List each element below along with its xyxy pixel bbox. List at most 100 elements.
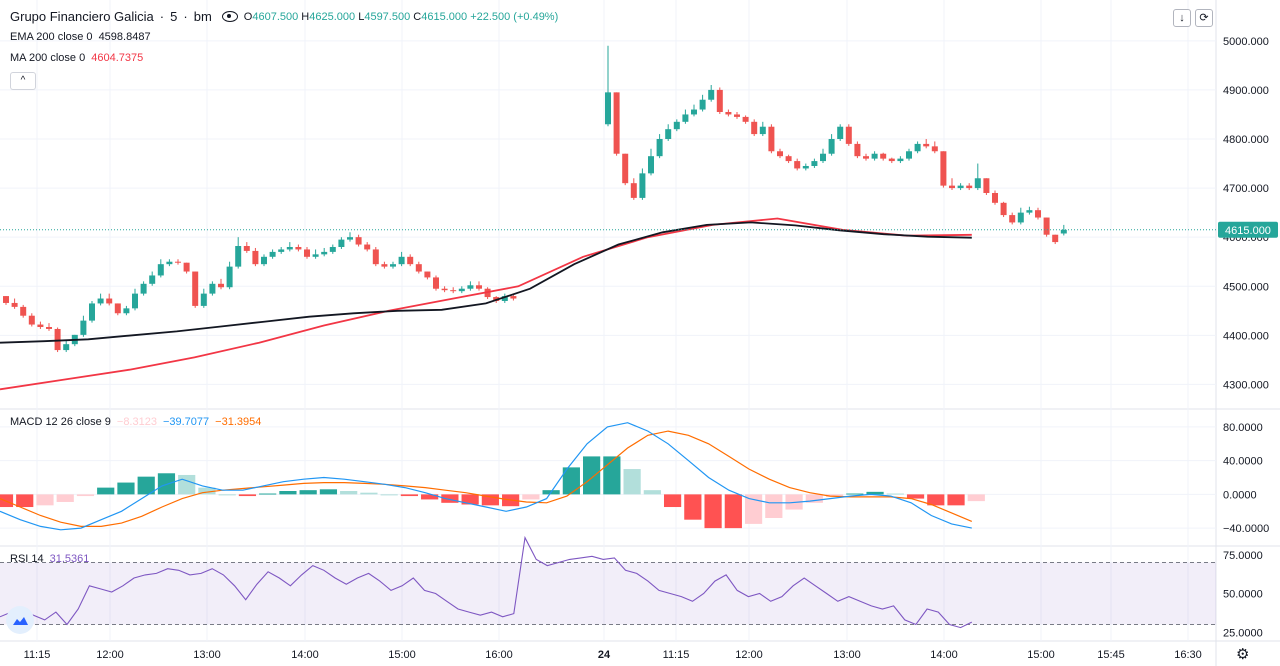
macd-tick-label: −40.0000 <box>1223 523 1269 535</box>
macd-histogram-bar <box>441 494 459 503</box>
macd-pane[interactable] <box>0 422 985 531</box>
close-value: 4615.000 <box>421 10 468 23</box>
rsi-legend[interactable]: RSI 14 31.5361 <box>10 553 89 565</box>
candle-body <box>1043 217 1050 235</box>
candle <box>398 251 405 267</box>
macd-histogram-bar <box>623 469 641 495</box>
candle <box>304 246 310 259</box>
macd-tick-label: 0.0000 <box>1223 489 1257 501</box>
symbol-legend[interactable]: Grupo Financiero Galicia · 5 · bm O4607.… <box>10 9 558 24</box>
ma-legend[interactable]: MA 200 close 0 4604.7375 <box>10 52 143 64</box>
candle-body <box>656 138 663 157</box>
macd-histogram-bar <box>846 493 864 495</box>
refresh-button[interactable]: ⟳ <box>1195 9 1213 27</box>
tradingview-logo[interactable] <box>6 606 34 634</box>
candle <box>415 261 422 274</box>
ma-200-line <box>0 217 972 391</box>
candle-body <box>914 143 921 152</box>
candle-body <box>785 156 792 162</box>
candle-body <box>269 251 276 257</box>
macd-histogram-bar <box>886 493 904 495</box>
candle-body <box>304 249 310 257</box>
download-button[interactable]: ↓ <box>1173 9 1191 27</box>
candle <box>622 153 629 186</box>
candle-body <box>295 246 302 250</box>
candle <box>734 111 740 119</box>
candle <box>725 109 732 117</box>
macd-legend[interactable]: MACD 12 26 close 9 −8.3123 −39.7077 −31.… <box>10 416 261 428</box>
macd-histogram-bar <box>562 467 580 495</box>
candle-body <box>1009 215 1016 223</box>
eye-icon[interactable] <box>221 11 238 22</box>
macd-histogram-bar <box>279 491 297 495</box>
candle <box>957 183 964 191</box>
macd-signal-line <box>0 430 973 527</box>
candle <box>682 109 689 124</box>
candle <box>338 237 345 249</box>
macd-line-value: −39.7077 <box>162 416 210 428</box>
candle-body <box>252 250 259 265</box>
candle <box>716 87 723 114</box>
exchange-value[interactable]: bm <box>193 9 212 24</box>
macd-histogram-bar <box>97 487 115 495</box>
price-pane[interactable] <box>0 45 1216 391</box>
candle <box>226 261 233 290</box>
candle <box>192 271 199 308</box>
candle <box>329 244 336 254</box>
candle-body <box>725 111 732 115</box>
candle <box>828 134 835 156</box>
candle-body <box>630 183 637 198</box>
macd-histogram-bar <box>259 493 277 495</box>
rsi-line <box>0 535 973 629</box>
ema-legend[interactable]: EMA 200 close 0 4598.8487 <box>10 31 151 43</box>
macd-histogram-bar <box>522 494 540 500</box>
macd-histogram-bar <box>117 482 135 495</box>
candle <box>209 281 216 296</box>
candle <box>295 244 302 252</box>
candle-body <box>1035 210 1041 218</box>
macd-label: MACD 12 26 close 9 <box>10 416 111 428</box>
candle <box>768 124 775 154</box>
rsi-pane[interactable] <box>0 535 1216 629</box>
collapse-legend-button[interactable]: ^ <box>10 72 36 90</box>
macd-histogram-bar <box>400 494 419 497</box>
macd-histogram-bar <box>319 489 338 495</box>
candle <box>665 124 672 141</box>
macd-histogram-bar <box>663 494 682 508</box>
candle-body <box>286 246 293 250</box>
candle-body <box>347 237 353 240</box>
candle-body <box>880 153 887 159</box>
dot-separator: · <box>183 9 188 24</box>
x-tick-label: 15:00 <box>388 649 416 661</box>
candle-body <box>114 303 121 314</box>
gear-icon[interactable]: ⚙ <box>1236 646 1250 663</box>
y-tick-label: 4900.000 <box>1223 85 1269 97</box>
candle <box>3 296 9 305</box>
candle <box>114 303 121 316</box>
symbol-name[interactable]: Grupo Financiero Galicia <box>10 9 154 24</box>
candle-body <box>751 121 758 135</box>
candle-body <box>768 126 775 152</box>
candle-body <box>837 126 844 139</box>
x-tick-label: 12:00 <box>96 649 124 661</box>
candle-body <box>906 151 912 159</box>
candle-body <box>777 151 783 157</box>
candle-body <box>80 320 87 335</box>
candle <box>355 234 362 247</box>
candle <box>11 298 18 309</box>
candle <box>252 247 259 267</box>
macd-histogram-bar <box>825 494 844 497</box>
x-tick-label: 13:00 <box>193 649 221 661</box>
macd-histogram-bar <box>684 494 702 520</box>
candle-body <box>957 185 964 189</box>
interval-value[interactable]: 5 <box>170 9 178 24</box>
macd-histogram-bar <box>380 494 398 496</box>
candle-body <box>682 114 689 122</box>
candle <box>80 315 87 337</box>
candle <box>751 119 758 137</box>
macd-histogram-bar <box>218 494 236 496</box>
candle <box>699 94 706 112</box>
y-tick-label: 4700.000 <box>1223 183 1269 195</box>
candle-body <box>699 99 706 110</box>
